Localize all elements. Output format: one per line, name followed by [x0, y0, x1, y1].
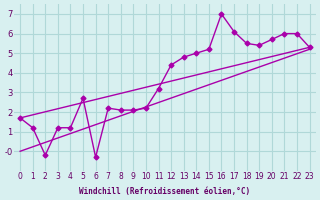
X-axis label: Windchill (Refroidissement éolien,°C): Windchill (Refroidissement éolien,°C) [79, 187, 250, 196]
